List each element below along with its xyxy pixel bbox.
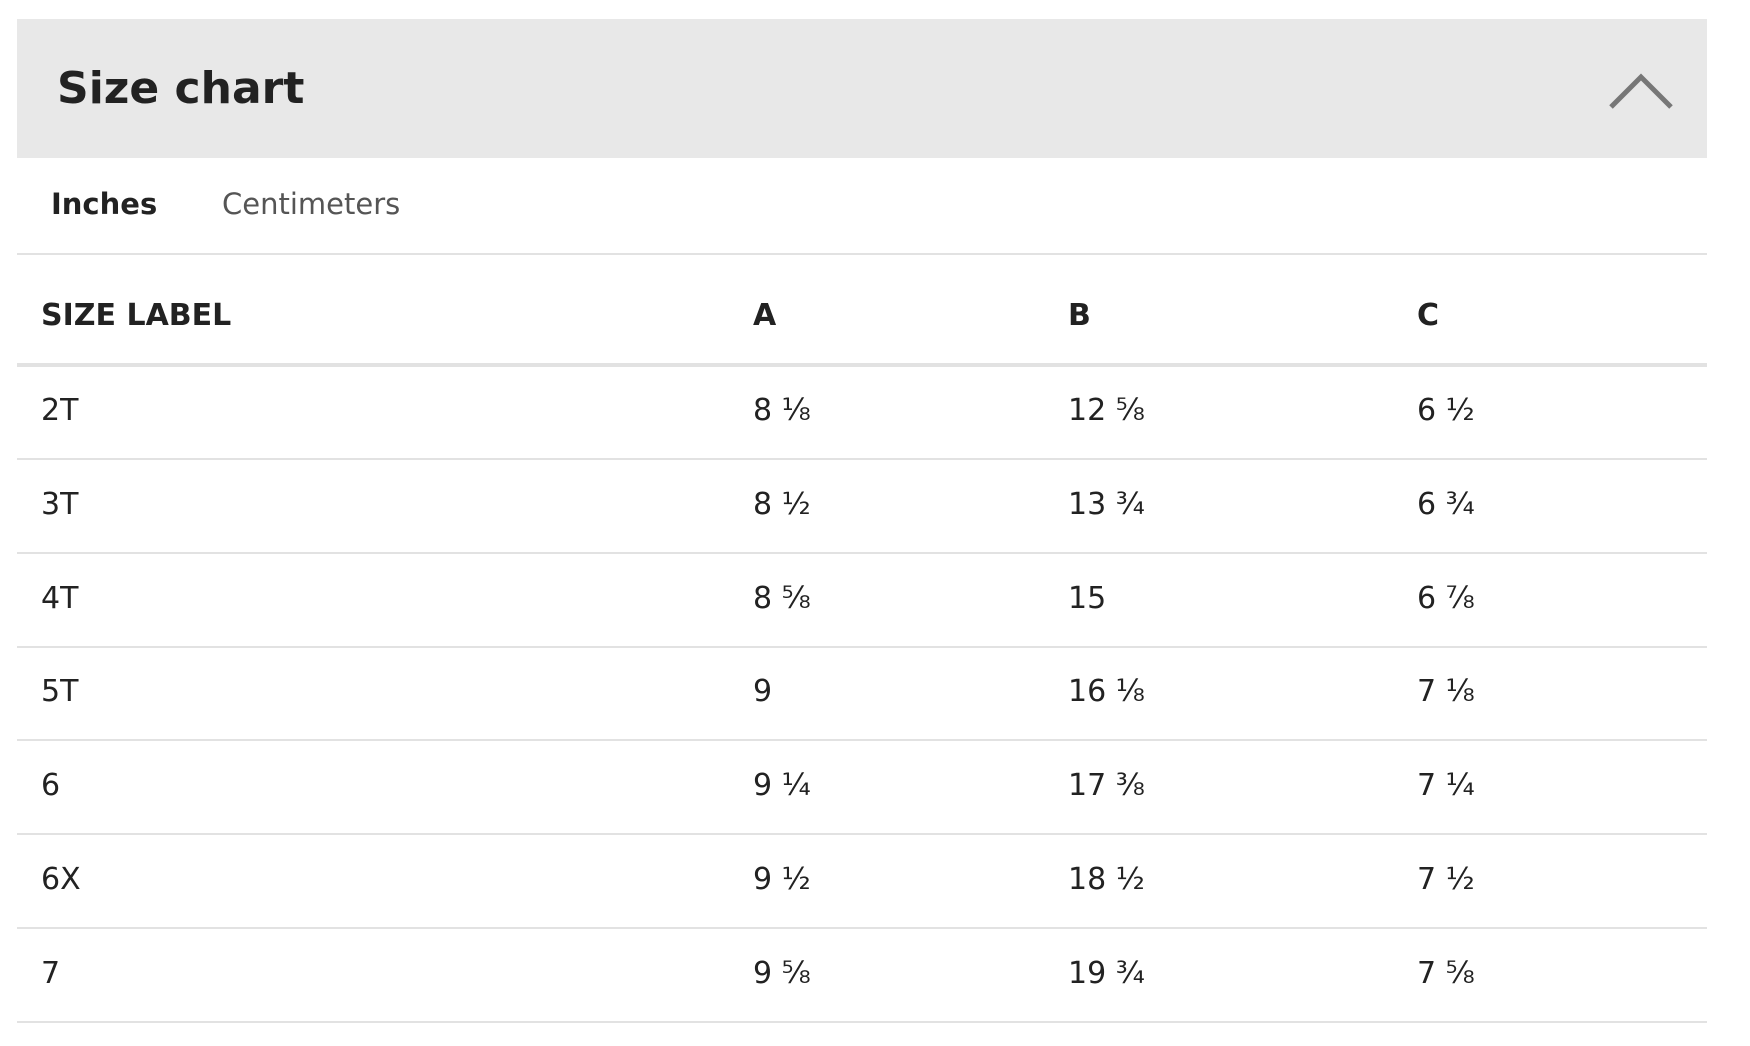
row-rule: [17, 551, 1707, 554]
size-label: 5T: [41, 674, 79, 710]
measurement: 7 ⅝: [1417, 955, 1475, 991]
size-label: 7: [41, 955, 61, 991]
measurement: 16 ⅛: [1068, 674, 1145, 710]
measurement: 6 ⅞: [1417, 580, 1475, 616]
size-label: 3T: [41, 486, 79, 522]
panel-title: Size chart: [57, 63, 305, 114]
measurement: 18 ½: [1068, 862, 1145, 897]
measurement: 7 ½: [1417, 862, 1475, 897]
size-label: 4T: [41, 580, 79, 616]
header-rule: [17, 363, 1707, 367]
measurement: 6 ½: [1417, 393, 1475, 428]
measurement: 6 ¾: [1417, 486, 1475, 522]
size-label: 6: [41, 768, 61, 804]
row-rule: [17, 1020, 1707, 1023]
unit-tab[interactable]: Centimeters: [222, 187, 401, 221]
column-header: B: [1068, 298, 1091, 333]
column-header: C: [1417, 298, 1440, 333]
measurement: 9 ⅝: [753, 955, 811, 991]
size-label: 6X: [41, 862, 81, 897]
tab-divider: [17, 253, 1707, 255]
measurement: 9 ¼: [753, 768, 811, 804]
measurement: 12 ⅝: [1068, 393, 1145, 428]
collapse-icon[interactable]: [1607, 69, 1677, 114]
measurement: 7 ¼: [1417, 768, 1475, 804]
row-rule: [17, 458, 1707, 460]
measurement: 7 ⅛: [1417, 674, 1475, 710]
chevron: [1609, 73, 1673, 109]
size-label: 2T: [41, 393, 79, 428]
row-rule: [17, 833, 1707, 836]
column-header: SIZE LABEL: [41, 298, 232, 333]
accordion-header[interactable]: Size chart: [17, 19, 1707, 158]
measurement: 9: [753, 674, 773, 710]
unit-tab[interactable]: Inches: [51, 187, 158, 221]
measurement: 8 ⅛: [753, 393, 811, 428]
column-header: A: [753, 298, 777, 333]
measurement: 13 ¾: [1068, 486, 1145, 522]
measurement: 9 ½: [753, 862, 811, 897]
row-rule: [17, 645, 1707, 648]
row-rule: [17, 927, 1707, 929]
row-rule: [17, 739, 1707, 742]
measurement: 8 ⅝: [753, 580, 811, 616]
measurement: 15: [1068, 580, 1107, 616]
measurement: 19 ¾: [1068, 955, 1145, 991]
measurement: 8 ½: [753, 486, 811, 522]
measurement: 17 ⅜: [1068, 768, 1145, 804]
